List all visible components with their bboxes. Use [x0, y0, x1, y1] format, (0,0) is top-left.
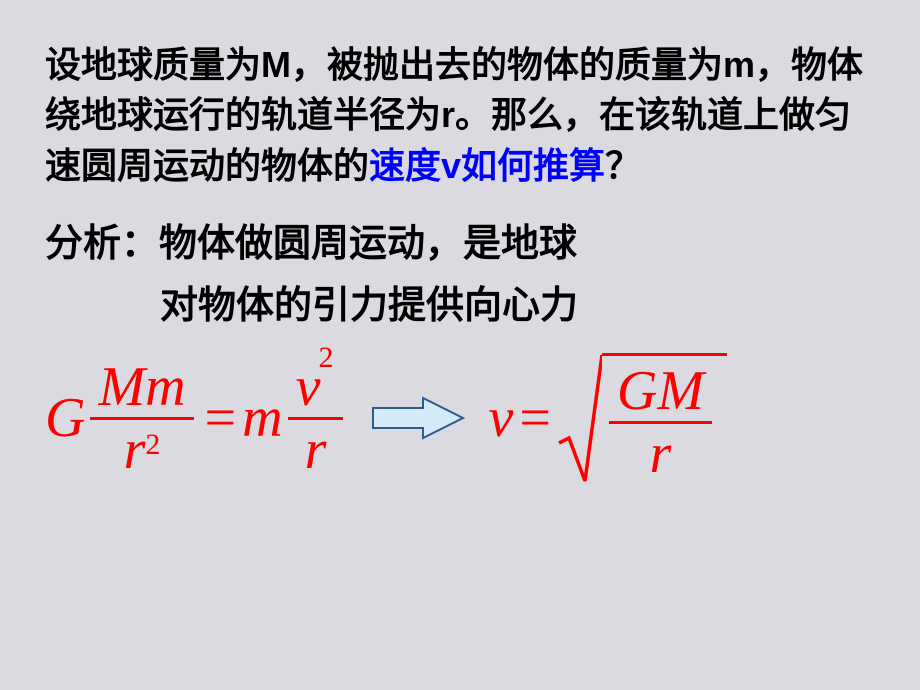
- fraction-Mm-r2: Mm r2: [90, 359, 193, 478]
- var-r: r: [441, 94, 455, 135]
- text-part2: ，被抛出去的物体的质量为: [291, 44, 723, 85]
- numerator-GM: GM: [609, 363, 712, 424]
- analysis-line2: 对物体的引力提供向心力: [160, 278, 875, 335]
- equals-sign-2: =: [519, 386, 551, 450]
- sym-v: v: [488, 386, 513, 450]
- sqrt-content: GM r: [602, 353, 727, 483]
- numerator-v2: v2: [288, 359, 344, 420]
- fraction-GM-r: GM r: [609, 363, 712, 482]
- equation-row: G Mm r2 = m v2 r v =: [45, 353, 875, 483]
- num-v: v: [296, 356, 321, 418]
- sym-m: m: [242, 386, 282, 450]
- denominator-r: r: [297, 420, 335, 478]
- equation-right: v = GM r: [488, 353, 727, 483]
- sqrt-icon: [557, 353, 602, 483]
- arrow-icon: [368, 393, 468, 443]
- sym-G: G: [45, 386, 85, 450]
- equation-left: G Mm r2 = m v2 r: [45, 359, 348, 478]
- var-M: M: [261, 44, 291, 85]
- fraction-v2-r: v2 r: [288, 359, 344, 478]
- denominator-r2: r: [642, 424, 680, 482]
- numerator-Mm: Mm: [90, 359, 193, 420]
- equals-sign: =: [205, 386, 237, 450]
- denom-r: r: [124, 419, 146, 481]
- denom-exp-2: 2: [145, 428, 160, 461]
- text-part1: 设地球质量为: [45, 44, 261, 85]
- sqrt-expression: GM r: [557, 353, 727, 483]
- highlight-question: 速度v如何推算: [369, 145, 605, 186]
- text-part5: ？: [605, 145, 641, 186]
- analysis-line1: 分析：物体做圆周运动，是地球: [45, 216, 875, 273]
- problem-statement: 设地球质量为M，被抛出去的物体的质量为m，物体绕地球运行的轨道半径为r。那么，在…: [45, 40, 875, 191]
- var-m: m: [723, 44, 755, 85]
- denominator-r2: r2: [116, 420, 169, 478]
- num-exp-2: 2: [318, 341, 333, 374]
